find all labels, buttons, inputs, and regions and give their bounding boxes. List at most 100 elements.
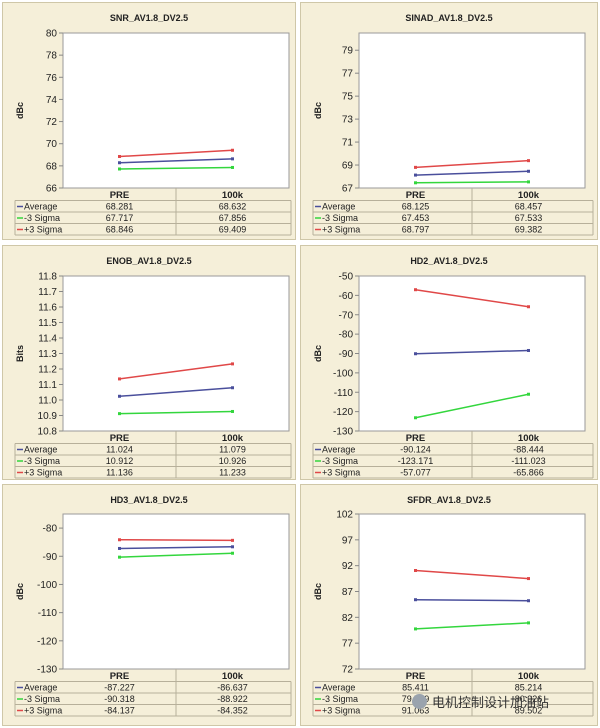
x-category-label: 100k bbox=[222, 671, 244, 682]
y-tick-label: 92 bbox=[342, 561, 354, 572]
y-tick-label: 72 bbox=[342, 665, 354, 676]
series-line-average bbox=[415, 349, 529, 355]
data-value-label: 85.411 bbox=[402, 683, 429, 693]
y-tick-label: 67 bbox=[342, 184, 354, 195]
y-axis-label: dBc bbox=[313, 102, 323, 119]
data-point bbox=[527, 180, 530, 184]
data-point bbox=[118, 154, 121, 158]
series-line-plus3 bbox=[415, 288, 529, 308]
y-tick-label: 11.1 bbox=[38, 380, 57, 391]
plot-area bbox=[358, 513, 586, 670]
data-point bbox=[118, 412, 121, 416]
series-line-plus3 bbox=[415, 159, 529, 169]
y-tick-label: -120 bbox=[37, 636, 57, 647]
y-tick-label: 68 bbox=[46, 161, 58, 172]
y-tick-label: 11.5 bbox=[38, 318, 57, 329]
data-value-label: -86.637 bbox=[217, 683, 248, 693]
data-value-label: -90.124 bbox=[400, 445, 431, 455]
chart-title: HD3_AV1.8_DV2.5 bbox=[110, 495, 188, 505]
plot-area bbox=[358, 275, 586, 432]
data-point bbox=[527, 621, 530, 625]
chart-svg: 11.8 11.7 11.6 11.5 11.4 11.3 11.2 11.1 11.0 10.9… bbox=[14, 272, 292, 479]
legend-label: +3 Sigma bbox=[322, 706, 360, 716]
data-value-label: 67.856 bbox=[219, 213, 247, 223]
x-category-label: 100k bbox=[518, 433, 540, 444]
y-axis-label: dBc bbox=[313, 583, 323, 600]
data-point bbox=[231, 362, 234, 366]
legend-label: -3 Sigma bbox=[322, 694, 358, 704]
watermark-text: 电机控制设计加油站 bbox=[432, 695, 550, 711]
y-tick-label: 11.0 bbox=[38, 396, 57, 407]
data-point bbox=[414, 416, 417, 420]
series-line-minus3 bbox=[119, 166, 233, 170]
legend-label: Average bbox=[24, 445, 57, 455]
y-axis-label: Bits bbox=[15, 345, 25, 362]
y-tick-label: 11.3 bbox=[38, 349, 57, 360]
y-tick-label: -130 bbox=[37, 665, 57, 676]
y-tick-label: 74 bbox=[46, 95, 58, 106]
data-point bbox=[231, 386, 234, 390]
y-tick-label: -60 bbox=[339, 291, 354, 302]
y-axis-label: dBc bbox=[15, 102, 25, 119]
data-point bbox=[414, 569, 417, 573]
legend-label: +3 Sigma bbox=[24, 225, 62, 235]
legend-label: -3 Sigma bbox=[24, 456, 60, 466]
data-point bbox=[118, 546, 121, 550]
series-line-average bbox=[119, 387, 233, 398]
y-axis-label: dBc bbox=[313, 345, 323, 362]
legend-label: +3 Sigma bbox=[24, 468, 62, 478]
legend-label: +3 Sigma bbox=[24, 706, 62, 716]
series-line-average bbox=[119, 158, 233, 164]
y-tick-label: -90 bbox=[43, 552, 58, 563]
data-point bbox=[414, 352, 417, 356]
data-value-label: 67.717 bbox=[106, 213, 134, 223]
data-point bbox=[231, 409, 234, 413]
y-tick-label: 70 bbox=[46, 139, 58, 150]
data-point bbox=[118, 555, 121, 559]
y-tick-label: 97 bbox=[342, 535, 354, 546]
y-tick-label: -80 bbox=[339, 330, 354, 341]
y-tick-label: 80 bbox=[46, 29, 58, 40]
data-point bbox=[527, 305, 530, 309]
legend-label: -3 Sigma bbox=[24, 694, 60, 704]
legend-label: Average bbox=[322, 683, 355, 693]
series-line-minus3 bbox=[415, 622, 529, 630]
x-category-label: PRE bbox=[406, 433, 426, 444]
chart-svg: 79 77 75 73 71 69 67 dBc PRE 100k Average 68.125 68.… bbox=[312, 32, 594, 236]
data-value-label: -111.023 bbox=[511, 456, 545, 466]
plot-area bbox=[358, 32, 586, 189]
y-tick-label: 77 bbox=[342, 69, 354, 80]
y-tick-label: -120 bbox=[333, 407, 353, 418]
data-value-label: -87.227 bbox=[104, 683, 135, 693]
series-line-average bbox=[415, 170, 529, 176]
y-tick-label: 11.2 bbox=[38, 365, 57, 376]
chart-panel-5: HD3_AV1.8_DV2.5 -80 -90 -100 -110 -120 -130 dBc… bbox=[2, 484, 296, 726]
legend-label: +3 Sigma bbox=[322, 468, 360, 478]
y-tick-label: -90 bbox=[339, 349, 354, 360]
y-tick-label: -80 bbox=[43, 524, 58, 535]
y-tick-label: 78 bbox=[46, 51, 58, 62]
data-value-label: -65.866 bbox=[513, 468, 544, 478]
legend-label: -3 Sigma bbox=[322, 213, 358, 223]
y-tick-label: -50 bbox=[339, 272, 354, 283]
x-category-label: 100k bbox=[518, 671, 540, 682]
legend-label: Average bbox=[322, 202, 355, 212]
data-point bbox=[231, 148, 234, 152]
data-value-label: 67.453 bbox=[402, 213, 430, 223]
series-line-minus3 bbox=[415, 181, 529, 184]
y-tick-label: -100 bbox=[37, 580, 57, 591]
y-tick-label: 72 bbox=[46, 117, 58, 128]
x-category-label: PRE bbox=[406, 190, 426, 201]
y-tick-label: 10.8 bbox=[38, 427, 58, 438]
data-value-label: -88.922 bbox=[217, 694, 248, 704]
data-value-label: 68.281 bbox=[106, 202, 134, 212]
data-point bbox=[527, 348, 530, 352]
data-value-label: -123.171 bbox=[398, 456, 434, 466]
chart-title: SFDR_AV1.8_DV2.5 bbox=[407, 495, 491, 505]
series-line-minus3 bbox=[415, 393, 529, 419]
chart-panel-2: SINAD_AV1.8_DV2.5 79 77 75 73 71 69 67 dBc PRE 100… bbox=[300, 2, 598, 240]
data-value-label: -90.318 bbox=[104, 694, 135, 704]
y-tick-label: 79 bbox=[342, 46, 354, 57]
y-tick-label: 11.7 bbox=[38, 287, 57, 298]
